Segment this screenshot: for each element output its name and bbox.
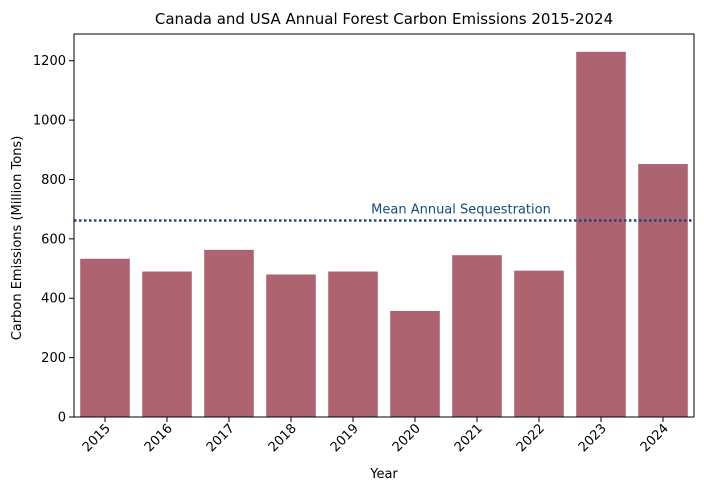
- y-tick-label: 600: [41, 232, 66, 247]
- bar-2018: [266, 274, 316, 417]
- bar-2022: [514, 270, 564, 417]
- bar-2021: [452, 255, 502, 417]
- bars-group: [80, 51, 688, 417]
- y-tick-label: 1200: [33, 54, 66, 69]
- bar-2017: [204, 249, 254, 417]
- x-axis-label: Year: [369, 467, 398, 482]
- y-axis-label: Carbon Emissions (Million Tons): [10, 136, 25, 341]
- y-tick-label: 400: [41, 292, 66, 307]
- bar-2019: [328, 271, 378, 417]
- bar-2016: [142, 271, 192, 417]
- bar-2024: [638, 164, 688, 417]
- plot-frame: [73, 33, 695, 418]
- reference-line-label: Mean Annual Sequestration: [371, 202, 551, 217]
- y-tick-label: 0: [58, 411, 66, 426]
- reference-line-group: Mean Annual Sequestration: [74, 202, 694, 222]
- y-axis: 0 200 400 600 800 1000 1200: [33, 54, 74, 426]
- chart-title: Canada and USA Annual Forest Carbon Emis…: [155, 10, 613, 28]
- y-tick-label: 800: [41, 173, 66, 188]
- bar-2020: [390, 311, 440, 417]
- bar-2023: [576, 51, 626, 417]
- bar-2015: [80, 258, 130, 417]
- y-tick-label: 1000: [33, 114, 66, 129]
- y-tick-label: 200: [41, 351, 66, 366]
